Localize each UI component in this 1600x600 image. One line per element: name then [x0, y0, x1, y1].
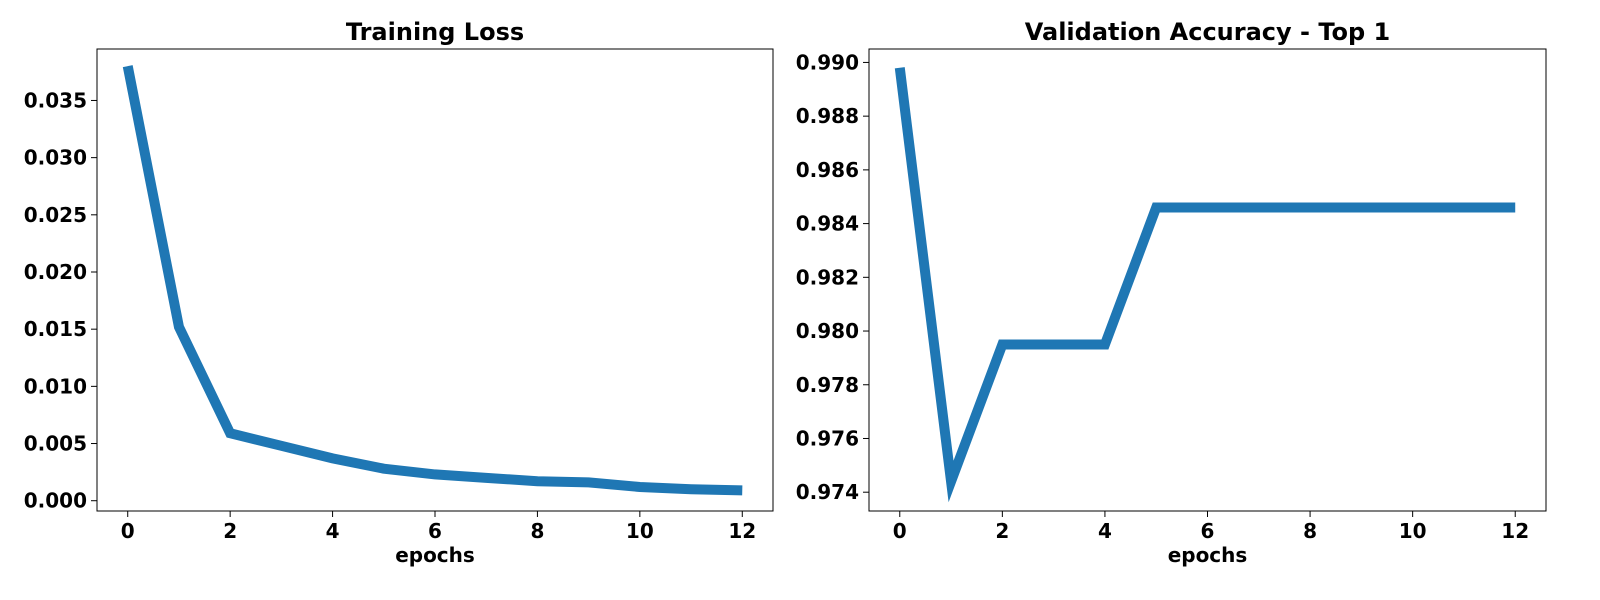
y-tick-label: 0.980 [796, 319, 859, 343]
series-line [122, 65, 743, 496]
y-tick-label: 0.984 [796, 212, 859, 236]
y-tick-label: 0.982 [796, 265, 859, 289]
x-tick-label: 12 [1501, 519, 1529, 543]
y-tick-label: 0.005 [24, 432, 87, 456]
training-loss-chart: Training Loss epochs 0 2 4 6 8 10 12 0.000 0.005… [24, 18, 774, 567]
x-tick-label: 4 [326, 519, 340, 543]
y-tick-label: 0.976 [796, 426, 859, 450]
x-tick-label: 10 [1399, 519, 1427, 543]
chart-title: Validation Accuracy - Top 1 [1025, 18, 1391, 46]
y-tick-label: 0.025 [24, 203, 87, 227]
y-tick-label: 0.978 [796, 373, 859, 397]
y-tick-label: 0.988 [796, 104, 859, 128]
x-tick-label: 12 [728, 519, 756, 543]
x-tick-label: 2 [223, 519, 237, 543]
y-tick-label: 0.015 [24, 317, 87, 341]
x-tick-label: 6 [428, 519, 442, 543]
y-tick-label: 0.000 [24, 489, 87, 513]
y-tick-label: 0.020 [24, 260, 87, 284]
x-tick-label: 2 [995, 519, 1009, 543]
x-tick-label: 8 [1303, 519, 1317, 543]
x-tick-label: 10 [626, 519, 654, 543]
x-axis-label: epochs [395, 543, 475, 567]
chart-title: Training Loss [346, 18, 524, 46]
y-tick-label: 0.974 [796, 480, 859, 504]
validation-accuracy-chart: Validation Accuracy - Top 1 epochs 0 2 4 6 8… [796, 18, 1547, 567]
x-tick-label: 6 [1201, 519, 1215, 543]
y-tick-label: 0.030 [24, 146, 87, 170]
y-tick-label: 0.010 [24, 374, 87, 398]
series-line [894, 67, 1516, 503]
y-tick-label: 0.990 [796, 50, 859, 74]
y-tick-label: 0.035 [24, 88, 87, 112]
x-tick-label: 4 [1098, 519, 1112, 543]
x-tick-label: 0 [121, 519, 135, 543]
x-tick-label: 8 [530, 519, 544, 543]
x-axis-label: epochs [1168, 543, 1248, 567]
y-tick-label: 0.986 [796, 158, 859, 182]
plot-frame [96, 48, 774, 512]
x-tick-label: 0 [893, 519, 907, 543]
